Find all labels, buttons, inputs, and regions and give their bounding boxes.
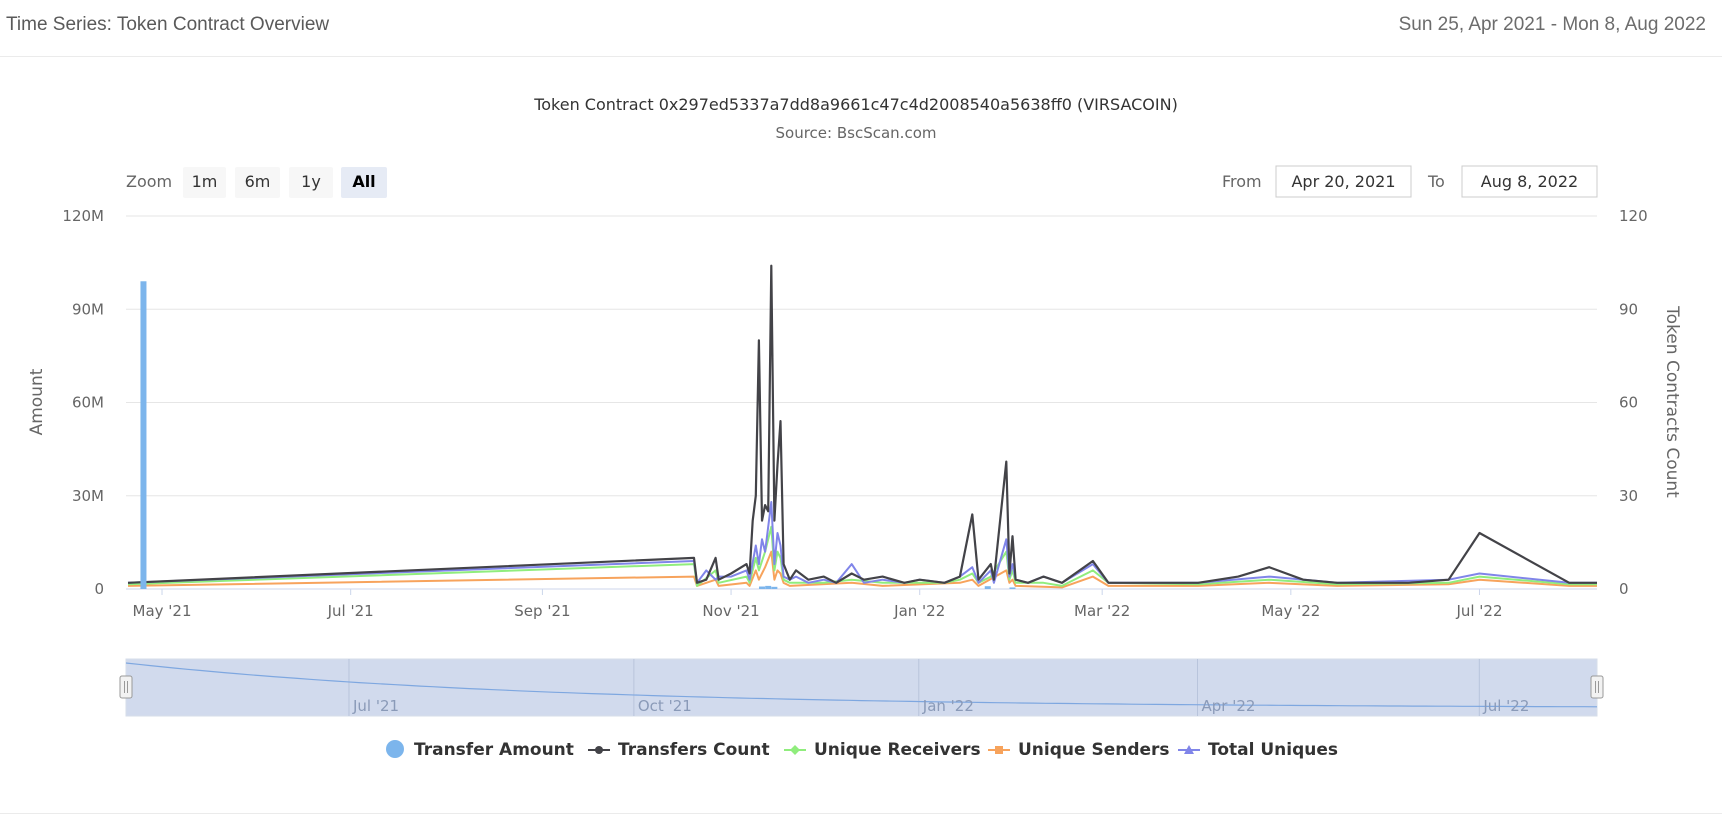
total-uniques-line (127, 501, 1597, 584)
zoom-button-6m[interactable]: 6m (235, 167, 280, 198)
plot-area (127, 264, 1597, 589)
zoom-label: Zoom (126, 172, 172, 191)
legend-marker (1184, 745, 1194, 754)
grid (126, 215, 1597, 590)
x-tick-label: Jan '22 (893, 602, 945, 620)
transfer-amount-bar (984, 586, 991, 589)
from-date-value: Apr 20, 2021 (1291, 172, 1395, 191)
legend-label: Transfers Count (618, 740, 770, 760)
legend-item-transfer-amount[interactable]: Transfer Amount (386, 740, 574, 760)
x-tick-label: Mar '22 (1074, 602, 1130, 620)
navigator-handle-right[interactable] (1590, 675, 1604, 699)
y-left-tick-label: 60M (72, 394, 104, 412)
legend: Transfer Amount Transfers Count Unique Rec… (386, 740, 1338, 760)
legend-marker (386, 740, 404, 758)
navigator-series (125, 662, 1598, 708)
legend-item-unique-senders[interactable]: Unique Senders (988, 740, 1170, 760)
date-range: Sun 25, Apr 2021 - Mon 8, Aug 2022 (1398, 14, 1706, 35)
navigator-handle-left[interactable] (119, 675, 133, 699)
legend-label: Unique Receivers (814, 740, 981, 760)
transfer-amount-bar (1009, 587, 1016, 589)
x-tick-label: May '22 (1261, 602, 1320, 620)
navigator-label: Apr '22 (1202, 697, 1256, 715)
chart-subtitle: Source: BscScan.com (776, 124, 937, 142)
x-tick-label: May '21 (133, 602, 192, 620)
page-header: Time Series: Token Contract Overview Sun… (0, 0, 1722, 57)
x-tick-label: Nov '21 (702, 602, 759, 620)
zoom-button-label: 1m (192, 172, 218, 191)
chart-title: Token Contract 0x297ed5337a7dd8a9661c47c… (533, 95, 1178, 114)
navigator-selection[interactable] (125, 658, 1598, 717)
legend-item-unique-receivers[interactable]: Unique Receivers (784, 740, 981, 760)
y-axis-right-ticks: 0 30 60 90 120 (1619, 207, 1648, 598)
legend-marker (995, 746, 1003, 754)
unique-receivers-line (127, 525, 1597, 587)
y-left-tick-label: 0 (94, 580, 104, 598)
y-right-tick-label: 0 (1619, 580, 1629, 598)
from-label: From (1222, 172, 1262, 191)
zoom-button-all[interactable]: All (341, 167, 387, 198)
zoom-button-label: 6m (245, 172, 271, 191)
legend-label: Total Uniques (1208, 740, 1338, 760)
y-right-tick-label: 120 (1619, 207, 1648, 225)
unique-senders-line (127, 550, 1597, 589)
zoom-button-label: 1y (301, 172, 321, 191)
x-tick-label: Jul '21 (327, 602, 374, 620)
transfer-amount-bar (771, 586, 778, 589)
from-date-input[interactable]: Apr 20, 2021 (1275, 165, 1412, 198)
y-right-tick-label: 90 (1619, 300, 1638, 318)
legend-label: Transfer Amount (414, 740, 574, 760)
navigator[interactable]: Jul '21 Oct '21 Jan '22 Apr '22 Jul '22 (119, 658, 1604, 717)
navigator-label: Jan '22 (922, 697, 974, 715)
y-left-tick-label: 120M (62, 207, 104, 225)
y-left-tick-label: 30M (72, 487, 104, 505)
legend-item-total-uniques[interactable]: Total Uniques (1178, 740, 1338, 760)
legend-marker (790, 745, 800, 755)
navigator-label: Oct '21 (638, 697, 692, 715)
to-label: To (1427, 172, 1445, 191)
transfer-amount-bar (765, 585, 772, 589)
legend-label: Unique Senders (1018, 740, 1170, 760)
transfers-count-line (127, 264, 1597, 584)
zoom-button-1y[interactable]: 1y (289, 167, 333, 198)
y-axis-left-title: Amount (27, 368, 47, 435)
navigator-label: Jul '21 (352, 697, 399, 715)
zoom-button-1m[interactable]: 1m (183, 167, 226, 198)
bottom-divider (0, 813, 1722, 814)
legend-marker (595, 746, 603, 754)
y-axis-left-ticks: 0 30M 60M 90M 120M (62, 207, 104, 598)
y-right-tick-label: 60 (1619, 394, 1638, 412)
to-date-input[interactable]: Aug 8, 2022 (1461, 165, 1598, 198)
page-title: Time Series: Token Contract Overview (6, 14, 330, 35)
navigator-labels: Jul '21 Oct '21 Jan '22 Apr '22 Jul '22 (352, 697, 1529, 715)
zoom-button-label: All (352, 172, 375, 191)
y-left-tick-label: 90M (72, 300, 104, 318)
transfer-amount-bar (758, 586, 765, 589)
y-right-tick-label: 30 (1619, 487, 1638, 505)
to-date-value: Aug 8, 2022 (1481, 172, 1578, 191)
transfer-amount-bar (140, 281, 147, 589)
x-tick-label: Sep '21 (514, 602, 570, 620)
x-tick-label: Jul '22 (1455, 602, 1502, 620)
navigator-label: Jul '22 (1482, 697, 1529, 715)
legend-item-transfers-count[interactable]: Transfers Count (588, 740, 770, 760)
y-axis-right-title: Token Contracts Count (1662, 305, 1682, 498)
x-axis-ticks: May '21 Jul '21 Sep '21 Nov '21 Jan '22 Mar '… (133, 589, 1503, 620)
